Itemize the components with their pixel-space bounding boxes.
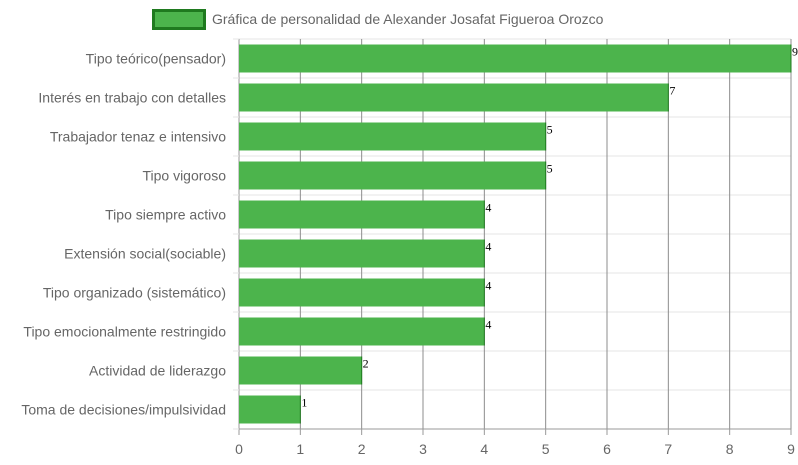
- x-tick-label: 8: [726, 441, 734, 457]
- category-label: Tipo organizado (sistemático): [43, 285, 226, 301]
- bar[interactable]: [239, 161, 546, 190]
- x-tick-label: 5: [542, 441, 550, 457]
- bar[interactable]: [239, 317, 485, 346]
- category-label: Toma de decisiones/impulsividad: [21, 402, 226, 418]
- legend-label: Gráfica de personalidad de Alexander Jos…: [212, 11, 604, 27]
- bar[interactable]: [239, 278, 485, 307]
- bar[interactable]: [239, 239, 485, 268]
- data-label: 1: [301, 396, 307, 410]
- category-label: Trabajador tenaz e intensivo: [50, 129, 226, 145]
- bar[interactable]: [239, 83, 669, 112]
- x-tick-label: 3: [419, 441, 427, 457]
- x-tick-label: 0: [235, 441, 243, 457]
- bar[interactable]: [239, 200, 485, 229]
- data-labels: 9 7 5 5 4 4 4 4 2 1: [301, 45, 798, 410]
- chart-bars: [239, 44, 792, 424]
- bar[interactable]: [239, 356, 362, 385]
- data-label: 9: [792, 45, 798, 59]
- data-label: 5: [547, 123, 553, 137]
- x-tick-label: 6: [603, 441, 611, 457]
- data-label: 4: [485, 279, 491, 293]
- x-tick-label: 1: [296, 441, 304, 457]
- category-label: Tipo teórico(pensador): [86, 51, 226, 67]
- x-tick-label: 9: [787, 441, 795, 457]
- data-label: 4: [485, 201, 491, 215]
- data-label: 2: [363, 357, 369, 371]
- bar[interactable]: [239, 395, 301, 424]
- bar[interactable]: [239, 44, 791, 73]
- chart-legend[interactable]: Gráfica de personalidad de Alexander Jos…: [152, 9, 604, 30]
- data-label: 4: [485, 318, 491, 332]
- data-label: 4: [485, 240, 491, 254]
- x-axis-tick-labels: 0 1 2 3 4 5 6 7 8 9: [235, 441, 795, 457]
- category-labels: Tipo teórico(pensador) Interés en trabajo…: [21, 51, 226, 418]
- category-label: Extensión social(sociable): [64, 246, 226, 262]
- x-tick-label: 4: [480, 441, 488, 457]
- x-tick-label: 7: [664, 441, 672, 457]
- category-label: Tipo siempre activo: [105, 207, 226, 223]
- category-label: Tipo vigoroso: [142, 168, 226, 184]
- data-label: 5: [547, 162, 553, 176]
- category-label: Tipo emocionalmente restringido: [23, 324, 226, 340]
- x-tick-label: 2: [358, 441, 366, 457]
- category-label: Interés en trabajo con detalles: [38, 90, 226, 106]
- category-label: Actividad de liderazgo: [89, 363, 226, 379]
- data-label: 7: [669, 84, 675, 98]
- legend-swatch: [152, 9, 206, 30]
- bar[interactable]: [239, 122, 546, 151]
